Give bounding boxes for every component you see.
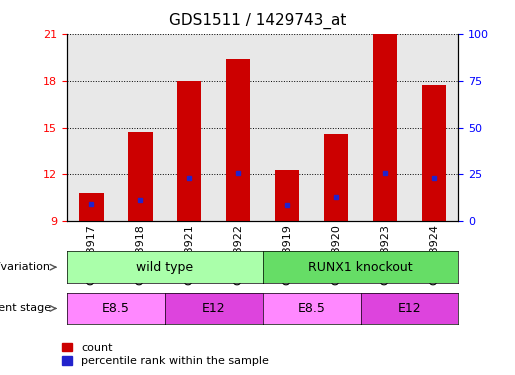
Text: E8.5: E8.5 <box>102 302 130 315</box>
Bar <box>373 34 397 221</box>
Bar <box>226 59 250 221</box>
Bar <box>275 170 299 221</box>
Text: E8.5: E8.5 <box>298 302 325 315</box>
Bar <box>128 132 152 221</box>
Bar <box>177 81 201 221</box>
Bar <box>79 193 104 221</box>
Text: genotype/variation: genotype/variation <box>0 262 50 272</box>
Text: RUNX1 knockout: RUNX1 knockout <box>308 261 413 274</box>
Text: GDS1511 / 1429743_at: GDS1511 / 1429743_at <box>169 13 346 29</box>
Text: wild type: wild type <box>136 261 193 274</box>
Text: E12: E12 <box>398 302 421 315</box>
Legend: count, percentile rank within the sample: count, percentile rank within the sample <box>62 343 269 366</box>
Text: E12: E12 <box>202 302 226 315</box>
Text: development stage: development stage <box>0 303 50 313</box>
Bar <box>324 134 348 221</box>
Bar <box>422 86 446 221</box>
